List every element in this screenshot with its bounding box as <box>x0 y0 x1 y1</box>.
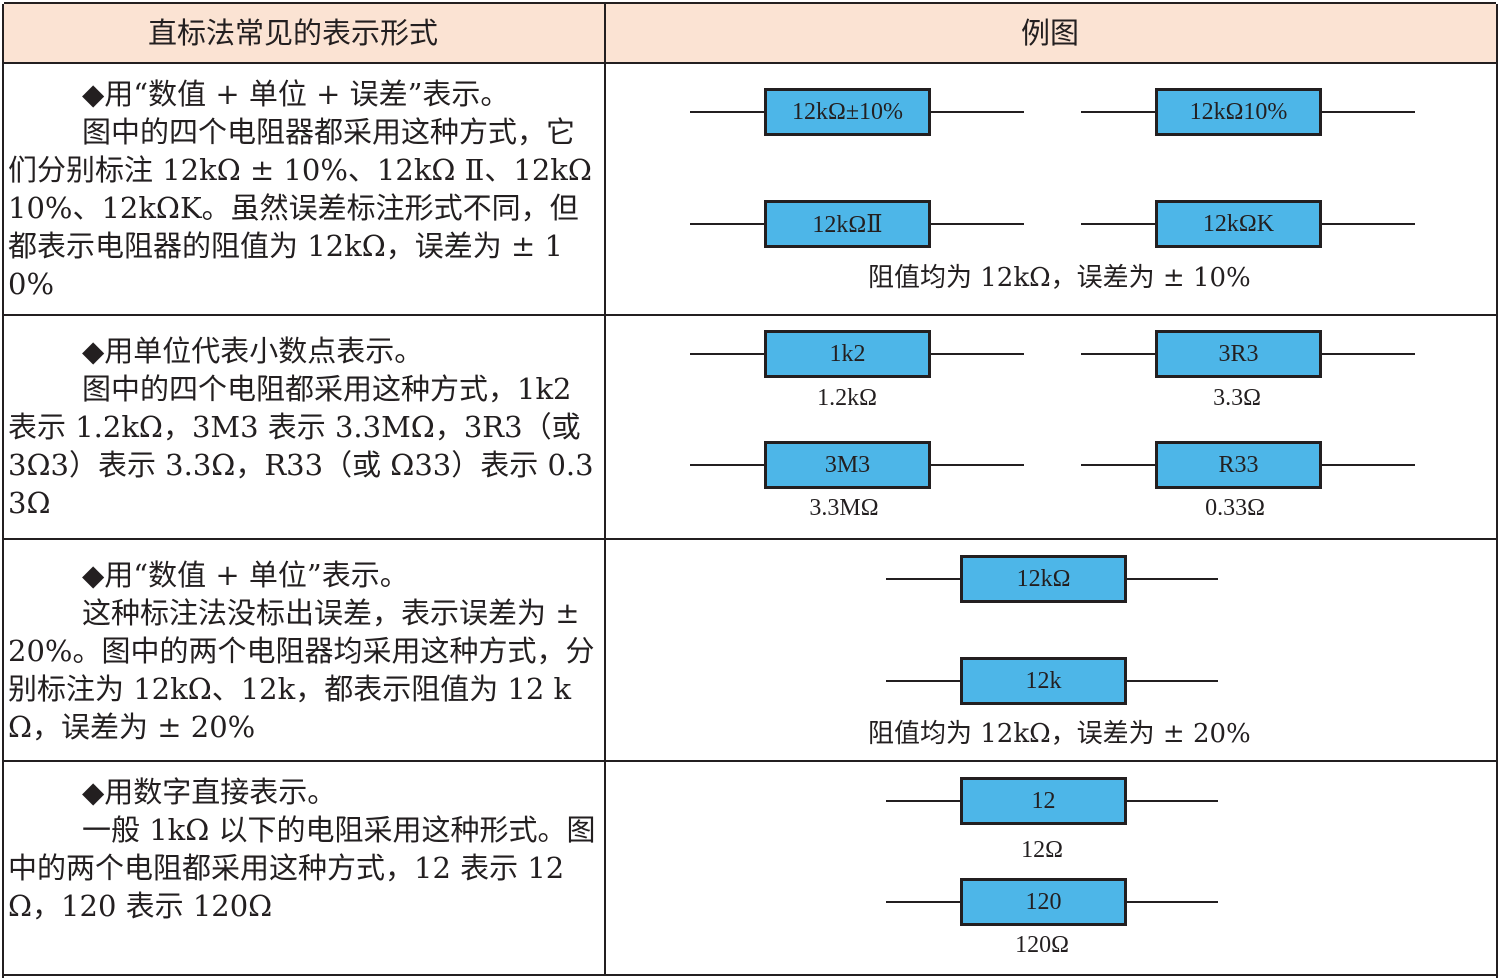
table-border-right <box>1496 4 1498 978</box>
row-4-description: ◆用数字直接表示。 一般 1kΩ 以下的电阻采用这种形式。图中的两个电阻都采用这… <box>8 773 602 925</box>
resistor-12k-K: 12kΩK <box>1155 200 1322 248</box>
row-3-body: 这种标注法没标出误差，表示误差为 ± 20%。图中的两个电阻器均采用这种方式，分… <box>8 596 595 744</box>
row-4-body: 一般 1kΩ 以下的电阻采用这种形式。图中的两个电阻都采用这种方式，12 表示 … <box>8 813 596 923</box>
column-divider <box>604 4 606 976</box>
row-1-heading: ◆用“数值 + 单位 + 误差”表示。 <box>82 77 510 111</box>
resistor-3M3: 3M3 <box>764 441 931 489</box>
resistor-value: 120Ω <box>1015 932 1069 958</box>
resistor-value: 1.2kΩ <box>817 385 877 411</box>
row-2-description: ◆用单位代表小数点表示。 图中的四个电阻都采用这种方式，1k2 表示 1.2kΩ… <box>8 332 602 522</box>
resistor-value: 3.3Ω <box>1213 385 1261 411</box>
resistor-12k-II: 12kΩⅡ <box>764 200 931 248</box>
row-4-heading: ◆用数字直接表示。 <box>82 775 337 809</box>
row-divider <box>4 62 1496 64</box>
row-divider <box>4 760 1496 762</box>
table-border-top <box>4 2 1496 4</box>
row-divider <box>4 538 1496 540</box>
row-3-description: ◆用“数值 + 单位”表示。 这种标注法没标出误差，表示误差为 ± 20%。图中… <box>8 556 602 746</box>
resistor-12: 12 <box>960 777 1127 825</box>
row-1-description: ◆用“数值 + 单位 + 误差”表示。 图中的四个电阻器都采用这种方式，它们分别… <box>8 75 602 303</box>
resistor-120: 120 <box>960 878 1127 926</box>
header-col-forms: 直标法常见的表示形式 <box>148 16 439 50</box>
resistor-R33: R33 <box>1155 441 1322 489</box>
resistor-value: 0.33Ω <box>1205 495 1265 521</box>
resistor-12kohm: 12kΩ <box>960 555 1127 603</box>
resistor-value: 12Ω <box>1021 837 1063 863</box>
resistor-1k2: 1k2 <box>764 330 931 378</box>
row-divider <box>4 314 1496 316</box>
table-border-bottom <box>4 974 1496 976</box>
row-1-note: 阻值均为 12kΩ，误差为 ± 10% <box>868 263 1251 293</box>
row-2-body: 图中的四个电阻都采用这种方式，1k2 表示 1.2kΩ，3M3 表示 3.3MΩ… <box>8 372 594 520</box>
row-3-heading: ◆用“数值 + 单位”表示。 <box>82 558 409 592</box>
resistor-12k-10: 12kΩ10% <box>1155 88 1322 136</box>
header-col-examples: 例图 <box>1021 16 1080 50</box>
resistor-3R3: 3R3 <box>1155 330 1322 378</box>
table-header <box>4 4 1496 63</box>
resistor-value: 3.3MΩ <box>809 495 879 521</box>
resistor-12k: 12k <box>960 657 1127 705</box>
resistor-12k-10pct: 12kΩ±10% <box>764 88 931 136</box>
row-1-body: 图中的四个电阻器都采用这种方式，它们分别标注 12kΩ ± 10%、12kΩ Ⅱ… <box>8 115 592 301</box>
table-border-left <box>2 4 4 978</box>
row-3-note: 阻值均为 12kΩ，误差为 ± 20% <box>868 719 1251 749</box>
row-2-heading: ◆用单位代表小数点表示。 <box>82 334 424 368</box>
